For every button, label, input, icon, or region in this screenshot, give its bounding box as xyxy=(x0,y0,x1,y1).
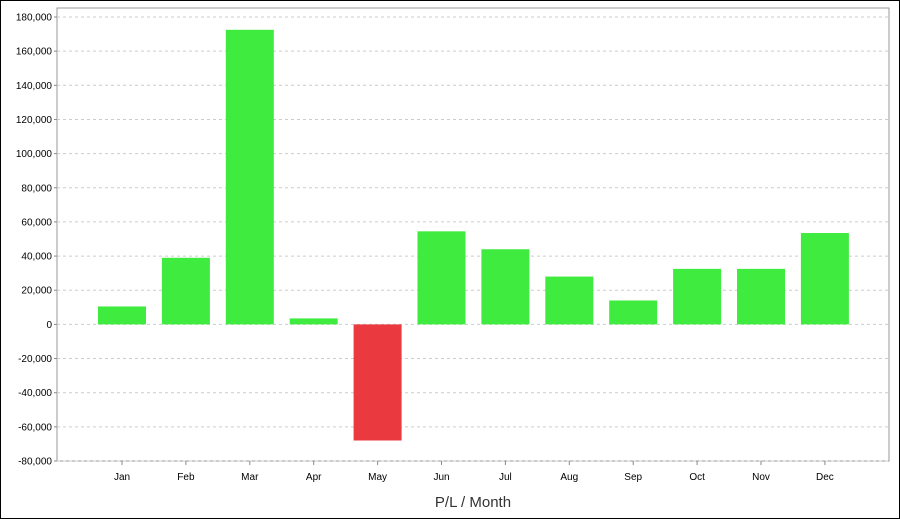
bars xyxy=(98,29,849,441)
x-tick-label: May xyxy=(368,472,387,483)
y-tick-label: -80,000 xyxy=(18,457,52,468)
x-tick-label: Jun xyxy=(433,472,449,483)
x-tick-label: Mar xyxy=(241,472,259,483)
bar-jul xyxy=(481,249,530,325)
x-tick-label: Nov xyxy=(752,472,770,483)
y-tick-label: 140,000 xyxy=(16,81,53,92)
bar-mar xyxy=(225,29,274,325)
bar-jan xyxy=(98,306,146,325)
bar-nov xyxy=(737,268,785,325)
x-axis-label: P/L / Month xyxy=(435,494,511,511)
y-tick-label: 20,000 xyxy=(21,286,52,297)
x-tick-label: Jan xyxy=(114,472,130,483)
y-tick-label: 100,000 xyxy=(16,149,53,160)
x-tick-label: Feb xyxy=(177,472,195,483)
y-axis-ticks: -80,000 -60,000 -40,000 -20,000 0 20,000 40,00… xyxy=(16,13,57,468)
y-tick-label: 40,000 xyxy=(21,252,52,263)
y-tick-label: 60,000 xyxy=(21,217,52,228)
x-tick-label: Jul xyxy=(499,472,512,483)
x-tick-label: Oct xyxy=(689,472,705,483)
bar-aug xyxy=(545,276,594,325)
bar-sep xyxy=(609,300,658,325)
x-tick-label: Aug xyxy=(560,472,578,483)
bar-apr xyxy=(289,318,338,325)
x-tick-label: Apr xyxy=(306,472,322,483)
y-tick-label: 0 xyxy=(46,320,52,331)
y-tick-label: 160,000 xyxy=(16,47,53,58)
y-tick-label: 120,000 xyxy=(16,115,53,126)
bar-oct xyxy=(673,268,722,325)
plot-area xyxy=(56,7,890,462)
y-tick-label: -60,000 xyxy=(18,422,52,433)
x-tick-label: Sep xyxy=(624,472,642,483)
x-tick-label: Dec xyxy=(816,472,834,483)
y-tick-label: 180,000 xyxy=(16,13,53,24)
bar-jun xyxy=(417,231,466,325)
y-tick-label: -40,000 xyxy=(18,388,52,399)
bar-dec xyxy=(800,233,849,325)
grid-lines xyxy=(57,16,889,462)
x-axis-ticks: Jan Feb Mar Apr May Jun Jul Aug Sep Oct Nov Dec xyxy=(114,461,834,483)
bar-may xyxy=(353,324,402,441)
y-tick-label: -20,000 xyxy=(18,354,52,365)
bar-feb xyxy=(161,257,210,325)
y-tick-label: 80,000 xyxy=(21,183,52,194)
